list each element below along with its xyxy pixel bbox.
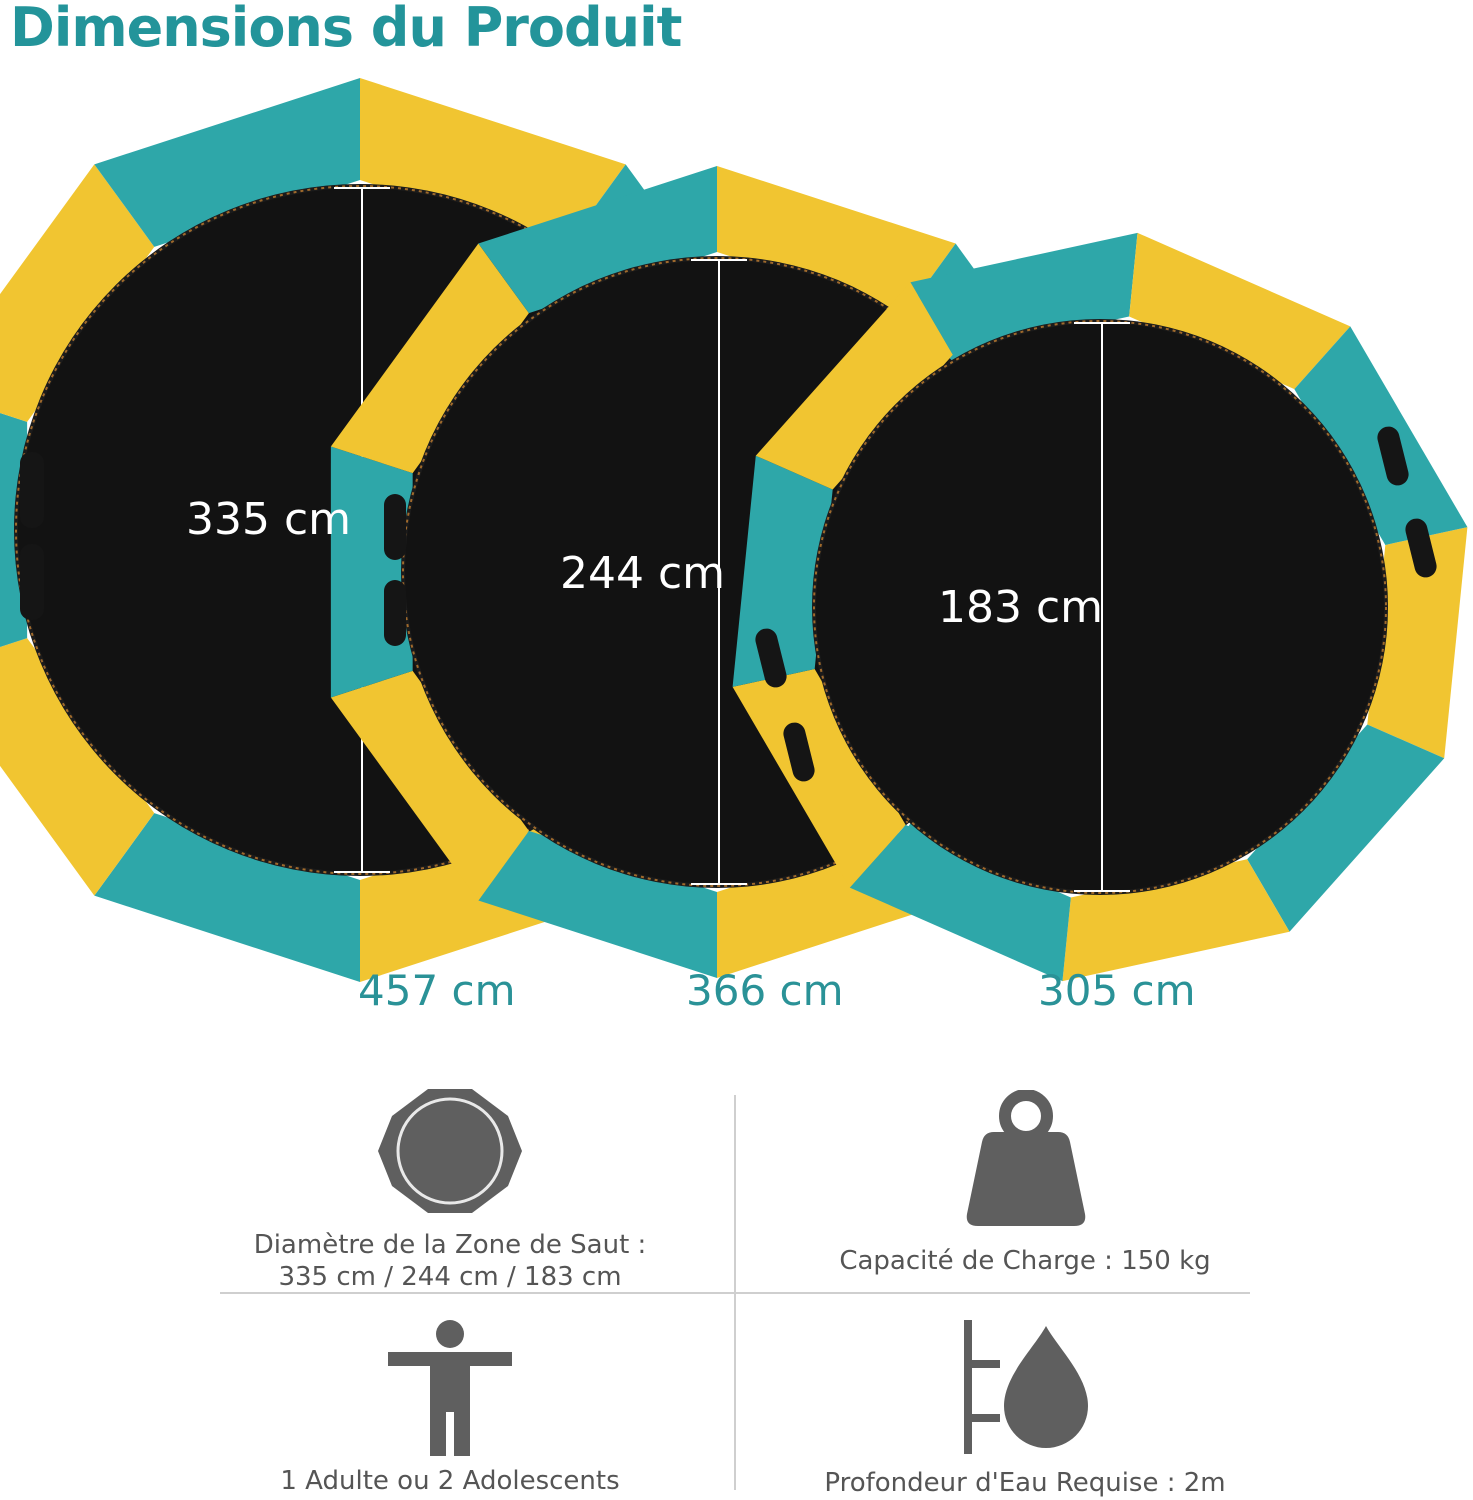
pad-segment <box>330 243 529 474</box>
trampoline-small <box>732 232 1468 982</box>
mat-stitching <box>813 320 1387 894</box>
outer-diameter-large-label: 457 cm <box>358 966 516 1015</box>
pad-segment <box>478 166 717 314</box>
pad-segment <box>330 670 529 901</box>
weight-icon <box>966 1090 1086 1226</box>
jump-mat <box>816 323 1384 891</box>
trampoline-illustration <box>0 78 1468 982</box>
person-icon <box>388 1320 512 1456</box>
handle <box>783 722 815 782</box>
water-depth-icon <box>964 1320 1088 1454</box>
pad-segment <box>360 78 626 247</box>
handle <box>1377 426 1409 486</box>
users-label: 1 Adulte ou 2 Adolescents <box>280 1466 620 1496</box>
pad-segment <box>849 824 1071 982</box>
pad-segment <box>732 455 833 687</box>
water-depth-label: Profondeur d'Eau Requise : 2m <box>824 1468 1226 1498</box>
jump-zone-diameter-label: Diamètre de la Zone de Saut : <box>253 1230 647 1260</box>
octagon-trampoline-icon <box>378 1089 522 1213</box>
pad-segment <box>1129 232 1351 390</box>
handle <box>755 628 787 688</box>
jump-zone-diameter-values: 335 cm / 244 cm / 183 cm <box>278 1262 622 1292</box>
jump-zone-medium-label: 244 cm <box>560 548 726 599</box>
pad-segment <box>94 78 360 247</box>
page-title: Dimensions du Produit <box>10 0 682 59</box>
pad-segment <box>478 830 717 978</box>
pad-segment <box>330 446 413 698</box>
outer-diameter-medium-label: 366 cm <box>686 966 844 1015</box>
specs-divider-vertical <box>734 1095 736 1490</box>
pad-segment <box>1247 724 1445 932</box>
handle <box>20 452 44 528</box>
handle <box>384 580 406 646</box>
jump-zone-large-label: 335 cm <box>186 494 352 545</box>
load-capacity-label: Capacité de Charge : 150 kg <box>839 1246 1211 1276</box>
handle <box>20 544 44 620</box>
handle <box>384 494 406 560</box>
handle <box>1405 518 1437 578</box>
pad-segment <box>0 164 155 422</box>
outer-diameter-small-label: 305 cm <box>1038 966 1196 1015</box>
pad-segment <box>0 638 155 896</box>
pad-segment <box>1367 527 1468 759</box>
pad-segment <box>717 166 956 314</box>
pad-segment <box>755 282 953 490</box>
jump-zone-small-label: 183 cm <box>938 582 1104 633</box>
pad-segment <box>94 813 360 982</box>
pad-segment <box>732 669 906 888</box>
